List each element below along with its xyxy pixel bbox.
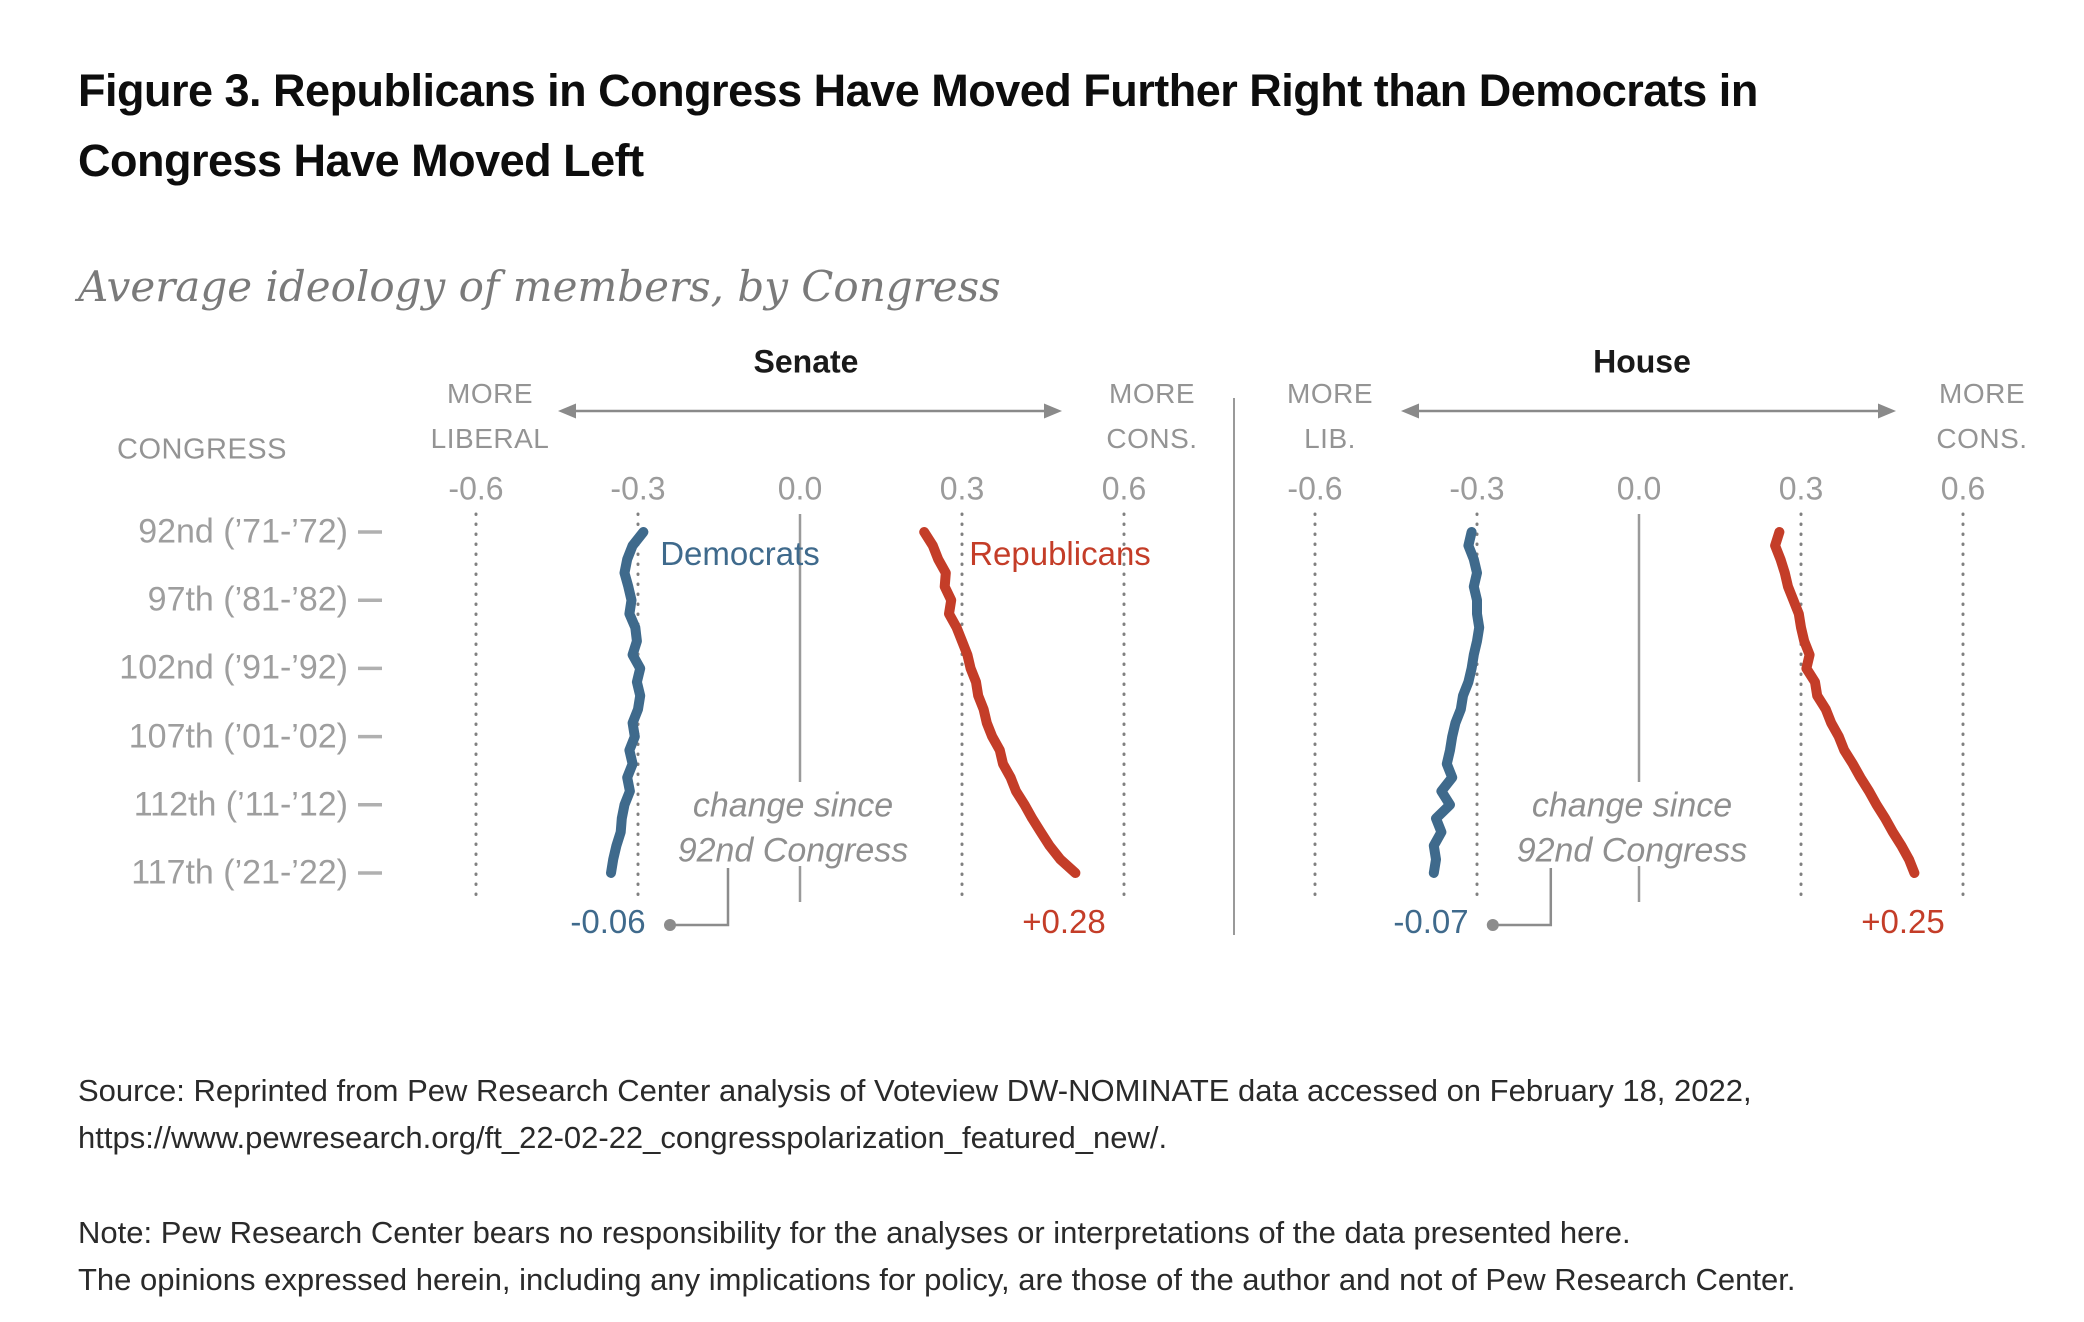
source-line-2: https://www.pewresearch.org/ft_22-02-22_…	[78, 1119, 1168, 1155]
senate-more-liberal-label-line1: MORE	[447, 378, 533, 409]
house-axis-tick-0.6: 0.6	[1940, 470, 1986, 507]
note-text: Note: Pew Research Center bears no respo…	[78, 1210, 2018, 1303]
house-more-lib-label-line1: MORE	[1287, 378, 1373, 409]
note-line-1: Note: Pew Research Center bears no respo…	[78, 1215, 1631, 1250]
senate-more-cons-label-line2: CONS.	[1106, 423, 1198, 454]
house-axis-tick--0.3: -0.3	[1449, 470, 1505, 507]
congress-tick-label-112: 112th (’11-’12)	[133, 785, 348, 824]
senate-republican-change-value: +0.28	[1022, 903, 1106, 940]
senate-axis-tick-0.0: 0.0	[777, 470, 823, 507]
house-annotation-line1: change since	[1531, 786, 1733, 825]
figure-title: Figure 3. Republicans in Congress Have M…	[78, 65, 1758, 186]
senate-panel-title: Senate	[753, 343, 859, 380]
house-more-cons-label-line1: MORE	[1939, 378, 2025, 409]
republicans-series-label: Republicans	[969, 535, 1151, 572]
source-text: Source: Reprinted from Pew Research Cent…	[78, 1068, 2018, 1161]
senate-axis-tick--0.3: -0.3	[610, 470, 666, 507]
congress-tick-label-97: 97th (’81-’82)	[147, 580, 348, 619]
senate-axis-tick--0.6: -0.6	[448, 470, 504, 507]
congress-tick-label-92: 92nd (’71-’72)	[138, 512, 348, 551]
note-line-2: The opinions expressed herein, including…	[78, 1261, 1796, 1297]
congress-tick-label-107: 107th (’01-’02)	[128, 717, 348, 756]
senate-annotation-line1: change since	[692, 786, 894, 825]
democrats-series-label: Democrats	[660, 535, 820, 572]
senate-axis-tick-0.6: 0.6	[1101, 470, 1147, 507]
congress-axis-header: CONGRESS	[117, 433, 287, 466]
house-democrat-change-value: -0.07	[1393, 903, 1469, 940]
senate-more-cons-label-line1: MORE	[1109, 378, 1195, 409]
house-axis-tick--0.6: -0.6	[1287, 470, 1343, 507]
senate-democrat-change-value: -0.06	[570, 903, 646, 940]
congress-tick-label-117: 117th (’21-’22)	[131, 853, 348, 892]
senate-axis-tick-0.3: 0.3	[939, 470, 985, 507]
senate-annotation-line2: 92nd Congress	[677, 831, 909, 870]
congress-tick-label-102: 102nd (’91-’92)	[119, 648, 348, 687]
house-more-cons-label-line2: CONS.	[1936, 423, 2028, 454]
house-axis-tick-0.3: 0.3	[1778, 470, 1824, 507]
source-line-1: Source: Reprinted from Pew Research Cent…	[78, 1073, 1752, 1108]
house-panel-title: House	[1593, 343, 1691, 380]
house-republican-change-value: +0.25	[1861, 903, 1945, 940]
senate-more-liberal-label-line2: LIBERAL	[430, 423, 550, 454]
house-more-lib-label-line2: LIB.	[1304, 423, 1356, 454]
house-annotation-line2: 92nd Congress	[1516, 831, 1748, 870]
house-axis-tick-0.0: 0.0	[1616, 470, 1662, 507]
figure-subtitle: Average ideology of members, by Congress	[78, 262, 1001, 311]
